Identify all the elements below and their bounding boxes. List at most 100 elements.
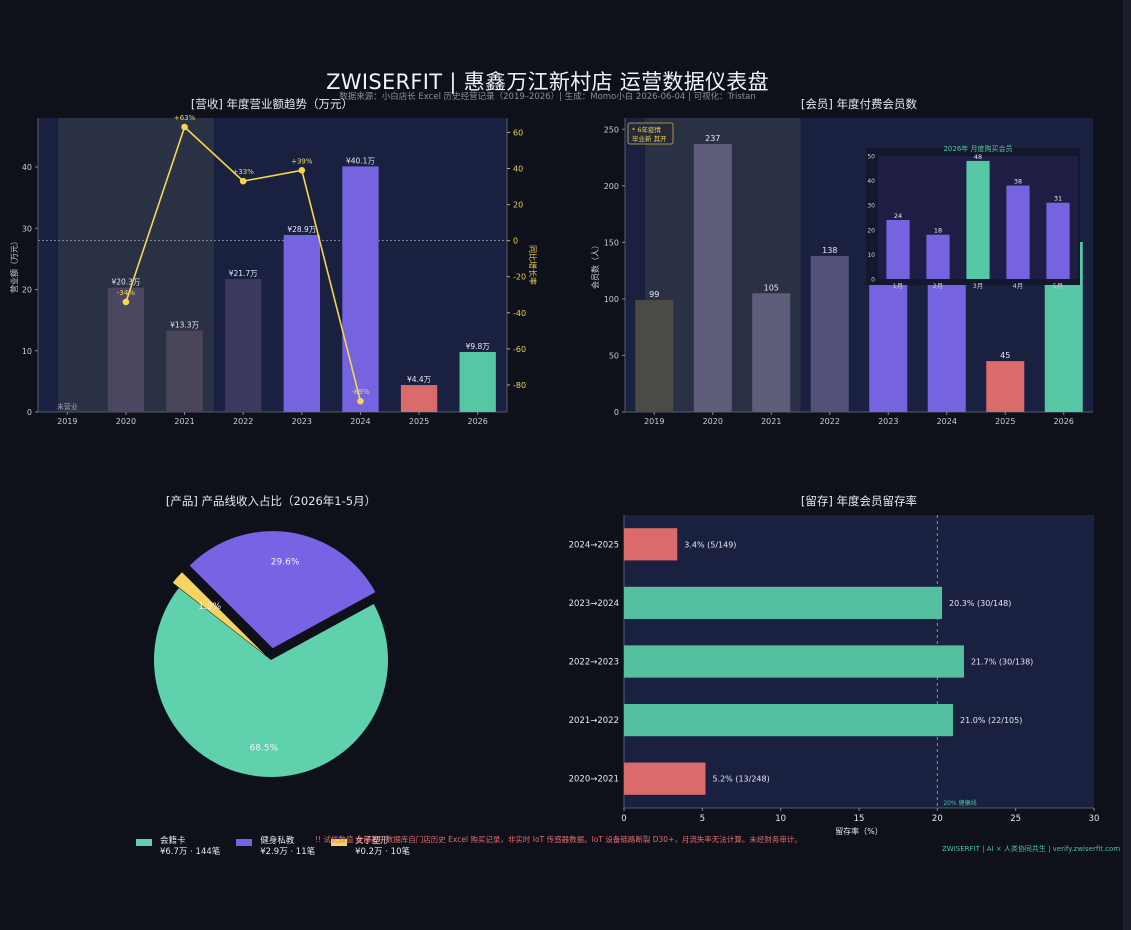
inset-y-tick-label: 10 (867, 252, 875, 259)
x-tick-label: 2019 (57, 417, 77, 426)
inset-y-tick-label: 0 (871, 277, 875, 284)
pie-slice (172, 572, 266, 655)
y2-tick-label: -80 (513, 381, 526, 390)
legend-label: 女子塑形 (355, 836, 390, 846)
member-bar-label: 99 (649, 290, 659, 299)
y2-axis-label: 同比增长率 (528, 245, 538, 285)
x-tick-label: 2023 (292, 417, 312, 426)
pie-slice-label: 29.6% (271, 557, 300, 567)
members-chart: [会员] 年度付费会员数 050100150200250992019237202… (590, 97, 1093, 426)
retention-chart: [留存] 年度会员留存率 5.2% (13/248) 2020→2021 21.0%… (569, 494, 1100, 836)
note-line-2: 毕业新 其开 (632, 134, 667, 143)
pie-slice-label: 68.5% (250, 743, 279, 753)
legend-detail: ¥2.9万 · 11笔 (260, 847, 316, 857)
y-tick-label: 40 (22, 163, 32, 172)
growth-label: +33% (232, 168, 254, 176)
y-tick-label: 250 (604, 125, 619, 134)
inset-x-tick-label: 5月 (1053, 282, 1064, 290)
retention-bar-label: 21.0% (22/105) (960, 716, 1022, 725)
growth-label: -89% (351, 388, 369, 396)
y-tick-label: 150 (604, 238, 619, 247)
inset-bar (1046, 202, 1070, 279)
x-tick-label: 30 (1089, 814, 1100, 824)
legend-item-membership: 会籍卡 ¥6.7万 · 144笔 (136, 836, 220, 858)
legend-label: 会籍卡 (160, 836, 186, 846)
legend-swatch (331, 839, 348, 846)
products-title: [产品] 产品线收入占比（2026年1-5月） (166, 494, 376, 508)
x-tick-label: 5 (700, 814, 705, 824)
pie-legend: 会籍卡 ¥6.7万 · 144笔 健身私教 ¥2.9万 · 11笔 女子塑形 ¥0.2… (136, 836, 410, 858)
y-tick-label: 50 (609, 351, 619, 360)
retention-bar (624, 762, 706, 795)
note-box (627, 122, 674, 145)
x-tick-label: 10 (775, 814, 786, 824)
retention-bar (624, 528, 678, 561)
member-bar-label: 138 (822, 246, 837, 255)
y-axis-label: 会员数（人） (590, 241, 600, 289)
y2-tick-label: -40 (513, 309, 526, 318)
revenue-bar-label: ¥4.4万 (407, 375, 432, 384)
members-title: [会员] 年度付费会员数 (801, 97, 918, 111)
y-tick-label: 0 (27, 408, 32, 417)
inset-bar (966, 160, 990, 279)
inset-title: 2026年 月度购买会员 (943, 144, 1012, 153)
x-tick-label: 15 (854, 814, 865, 824)
pie-slice (154, 587, 388, 777)
x-tick-label: 2026 (1054, 417, 1074, 426)
y2-tick-label: 0 (513, 237, 518, 246)
revenue-bar (107, 287, 145, 412)
retention-bar (624, 645, 964, 678)
y2-tick-label: 60 (513, 128, 523, 137)
inset-bar-label: 48 (974, 153, 982, 161)
inset-y-tick-label: 20 (867, 227, 875, 234)
y-axis-label: 营业额（万元） (9, 237, 19, 293)
inset-bar-label: 38 (1014, 178, 1022, 186)
legend-detail: ¥6.7万 · 144笔 (160, 847, 221, 857)
revenue-bar-label: ¥40.1万 (346, 156, 375, 165)
note-line-1: * 6年疫情 (632, 125, 661, 134)
revenue-bar (166, 330, 203, 412)
member-bar-label: 105 (764, 283, 779, 292)
retention-bar-label: 20.3% (30/148) (949, 599, 1011, 608)
x-tick-label: 20 (932, 814, 943, 824)
member-bar (986, 361, 1025, 412)
inset-x-tick-label: 1月 (893, 282, 904, 290)
inset-bar-label: 18 (934, 227, 942, 235)
revenue-bar (400, 385, 438, 412)
x-tick-label: 2021 (761, 417, 781, 426)
inset-x-tick-label: 4月 (1013, 282, 1024, 290)
y2-tick-label: -20 (513, 273, 526, 282)
growth-label: +63% (174, 114, 196, 122)
member-bar (693, 144, 732, 412)
retention-bar-label: 21.7% (30/138) (971, 658, 1033, 667)
growth-label: +39% (291, 157, 313, 165)
x-tick-label: 2021 (174, 417, 194, 426)
revenue-bar (459, 351, 496, 412)
growth-point (357, 397, 364, 405)
revenue-bar-label: ¥13.3万 (170, 321, 199, 330)
inset-x-tick-label: 3月 (973, 282, 984, 290)
x-tick-label: 2023 (878, 417, 898, 426)
revenue-bar-label: ¥9.8万 (466, 342, 491, 351)
revenue-bar-label: ¥28.9万 (287, 225, 316, 234)
y-tick-label: 30 (22, 224, 32, 233)
y-tick-label: 2020→2021 (569, 775, 619, 785)
member-bar-label: 237 (705, 134, 720, 143)
retention-bar (624, 586, 943, 620)
y-tick-label: 2023→2024 (569, 599, 619, 609)
y-tick-label: 2024→2025 (569, 540, 619, 550)
products-chart: [产品] 产品线收入占比（2026年1-5月） 68.5% 29.6% 1.9% (154, 494, 388, 777)
legend-item-personal-training: 健身私教 ¥2.9万 · 11笔 (236, 836, 315, 858)
legend-label: 健身私教 (260, 836, 295, 846)
revenue-bar (342, 166, 379, 412)
x-axis-label: 留存率（%） (835, 826, 883, 836)
growth-point (122, 298, 130, 306)
retention-bar-label: 5.2% (13/248) (712, 775, 769, 784)
member-bar (810, 255, 849, 412)
inset-bar (886, 219, 910, 279)
member-bar (635, 300, 674, 412)
y-tick-label: 2022→2023 (569, 658, 619, 668)
member-bar (752, 293, 791, 412)
growth-point (181, 123, 188, 131)
revenue-bar-label: ¥20.3万 (111, 278, 140, 287)
